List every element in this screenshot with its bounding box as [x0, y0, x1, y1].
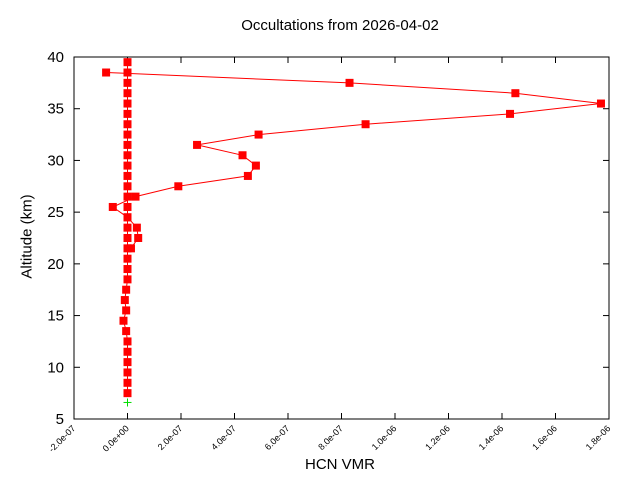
- data-point-marker: [102, 68, 111, 77]
- y-tick-label: 10: [47, 359, 64, 376]
- data-point-marker: [119, 316, 128, 325]
- data-point-marker: [120, 296, 129, 305]
- data-point-marker: [123, 337, 132, 346]
- data-point-marker: [131, 192, 140, 201]
- data-point-marker: [132, 223, 141, 232]
- data-point-marker: [123, 68, 132, 77]
- y-tick-label: 30: [47, 152, 64, 169]
- data-point-marker: [123, 202, 132, 211]
- x-tick-label: 8.0e-07: [316, 423, 345, 452]
- data-point-marker: [123, 265, 132, 274]
- x-tick-label: 1.8e-06: [584, 423, 613, 452]
- data-point-marker: [345, 78, 354, 87]
- x-tick-label: 0.0e+00: [101, 423, 131, 453]
- y-tick-label: 5: [56, 411, 64, 428]
- data-point-marker: [134, 234, 143, 242]
- data-point-marker: [361, 120, 370, 129]
- data-point-marker: [123, 368, 132, 377]
- data-point-marker: [123, 358, 132, 367]
- x-tick-label: 1.2e-06: [423, 423, 452, 452]
- y-tick-label: 35: [47, 101, 64, 118]
- x-tick-label: 1.6e-06: [530, 423, 559, 452]
- data-point-marker: [122, 327, 131, 336]
- data-point-marker: [123, 78, 132, 87]
- data-point-marker: [123, 120, 132, 129]
- series-line: [106, 72, 602, 249]
- data-point-marker: [238, 151, 247, 160]
- data-point-marker: [254, 130, 263, 139]
- data-point-marker: [123, 244, 132, 253]
- data-point-marker: [108, 202, 117, 211]
- data-point-marker: [123, 171, 132, 180]
- x-tick-label: 6.0e-07: [263, 423, 292, 452]
- data-point-marker: [123, 254, 132, 263]
- data-point-marker: [123, 151, 132, 160]
- x-axis-label: HCN VMR: [305, 456, 375, 473]
- data-point-marker: [123, 140, 132, 149]
- data-point-marker: [123, 378, 132, 387]
- data-point-marker: [122, 285, 131, 294]
- data-point-marker: [123, 234, 132, 242]
- data-point-marker: [123, 130, 132, 139]
- data-point-marker: [506, 109, 515, 118]
- y-tick-label: 25: [47, 204, 64, 221]
- x-tick-label: 4.0e-07: [209, 423, 238, 452]
- y-tick-label: 40: [47, 49, 64, 66]
- data-point-marker: [123, 58, 132, 67]
- data-point-marker: [251, 161, 260, 170]
- data-point-marker: [122, 306, 131, 315]
- data-point-marker: [123, 89, 132, 98]
- x-tick-label: 1.4e-06: [477, 423, 506, 452]
- chart-title: Occultations from 2026-04-02: [241, 17, 439, 34]
- data-point-marker: [123, 99, 132, 108]
- x-tick-label: 1.0e-06: [370, 423, 399, 452]
- data-point-marker: [123, 109, 132, 118]
- data-point-marker: [123, 182, 132, 191]
- y-tick-label: 20: [47, 256, 64, 273]
- data-point-marker: [123, 275, 132, 284]
- data-point-marker: [174, 182, 183, 191]
- data-point-marker: [123, 192, 132, 201]
- data-point-marker: [596, 99, 605, 108]
- y-tick-label: 15: [47, 308, 64, 325]
- data-point-marker: [243, 171, 252, 180]
- data-point-marker: [123, 347, 132, 356]
- data-point-marker: [123, 161, 132, 170]
- data-point-marker: [123, 389, 132, 398]
- data-point-marker: [123, 223, 132, 232]
- data-point-marker: [193, 140, 202, 149]
- x-tick-label: 2.0e-07: [156, 423, 185, 452]
- data-point-marker: [511, 89, 520, 98]
- data-point-marker: [123, 213, 132, 222]
